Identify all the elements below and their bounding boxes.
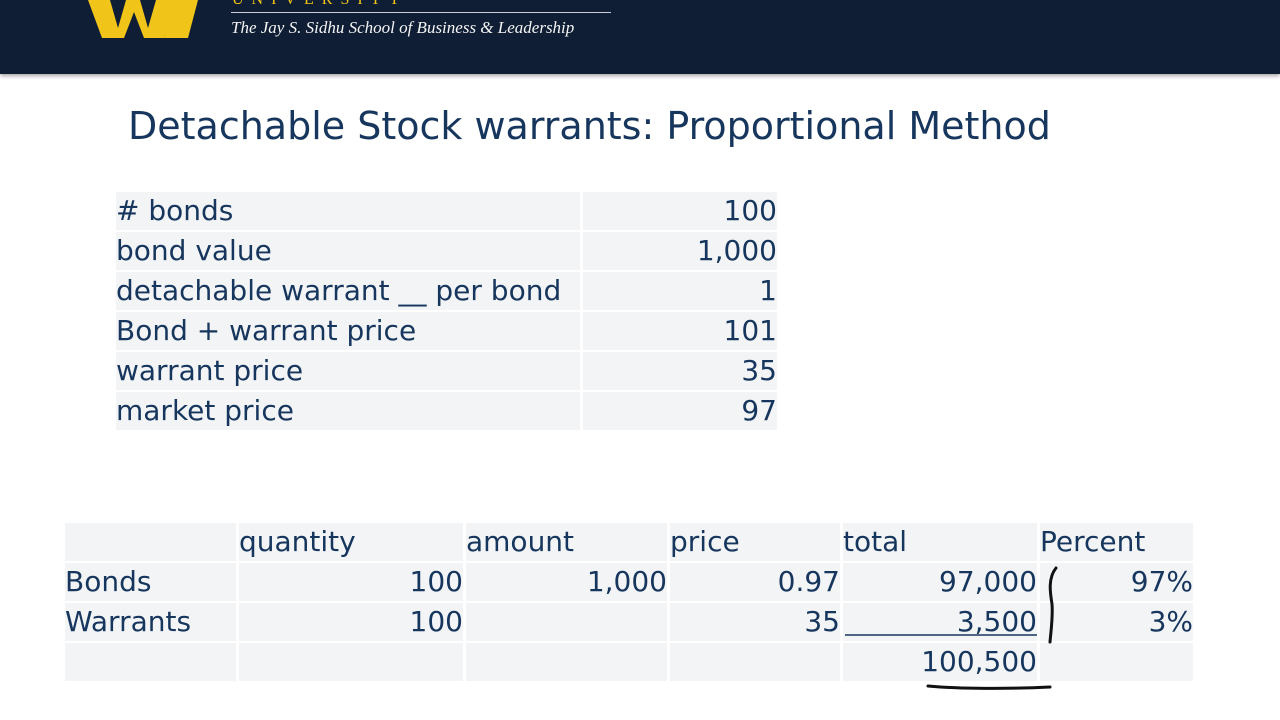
row-amount: 1,000 — [466, 563, 667, 601]
inputs-label: warrant price — [116, 352, 580, 390]
inputs-value: 101 — [583, 312, 777, 350]
inputs-value: 1,000 — [583, 232, 777, 270]
row-quantity: 100 — [239, 603, 463, 641]
header-divider — [231, 12, 611, 13]
header-quantity: quantity — [239, 523, 463, 561]
inputs-value: 1 — [583, 272, 777, 310]
row-total: 3,500 — [843, 603, 1037, 641]
row-amount — [466, 643, 667, 681]
header-amount: amount — [466, 523, 667, 561]
university-wordmark: UNIVERSITY — [232, 0, 408, 9]
row-percent — [1040, 643, 1193, 681]
row-percent: 97% — [1040, 563, 1193, 601]
inputs-label: market price — [116, 392, 580, 430]
header-total: total — [843, 523, 1037, 561]
header-banner: UNIVERSITY The Jay S. Sidhu School of Bu… — [0, 0, 1280, 74]
inputs-value: 35 — [583, 352, 777, 390]
row-total: 97,000 — [843, 563, 1037, 601]
inputs-label: Bond + warrant price — [116, 312, 580, 350]
school-name: The Jay S. Sidhu School of Business & Le… — [231, 18, 575, 37]
inputs-label: bond value — [116, 232, 580, 270]
inputs-label: detachable warrant __ per bond — [116, 272, 580, 310]
row-total: 100,500 — [843, 643, 1037, 681]
row-amount — [466, 603, 667, 641]
row-quantity: 100 — [239, 563, 463, 601]
header-cell — [65, 523, 236, 561]
row-name: Bonds — [65, 563, 236, 601]
total-underline-mark — [926, 684, 1052, 690]
row-price — [670, 643, 840, 681]
row-price: 0.97 — [670, 563, 840, 601]
row-quantity — [239, 643, 463, 681]
header-price: price — [670, 523, 840, 561]
row-price: 35 — [670, 603, 840, 641]
inputs-value: 97 — [583, 392, 777, 430]
inputs-label: # bonds — [116, 192, 580, 230]
university-w-logo-icon — [88, 0, 198, 38]
slide-title: Detachable Stock warrants: Proportional … — [128, 104, 1051, 148]
row-name: Warrants — [65, 603, 236, 641]
header-percent: Percent — [1040, 523, 1193, 561]
inputs-value: 100 — [583, 192, 777, 230]
row-percent: 3% — [1040, 603, 1193, 641]
row-name — [65, 643, 236, 681]
